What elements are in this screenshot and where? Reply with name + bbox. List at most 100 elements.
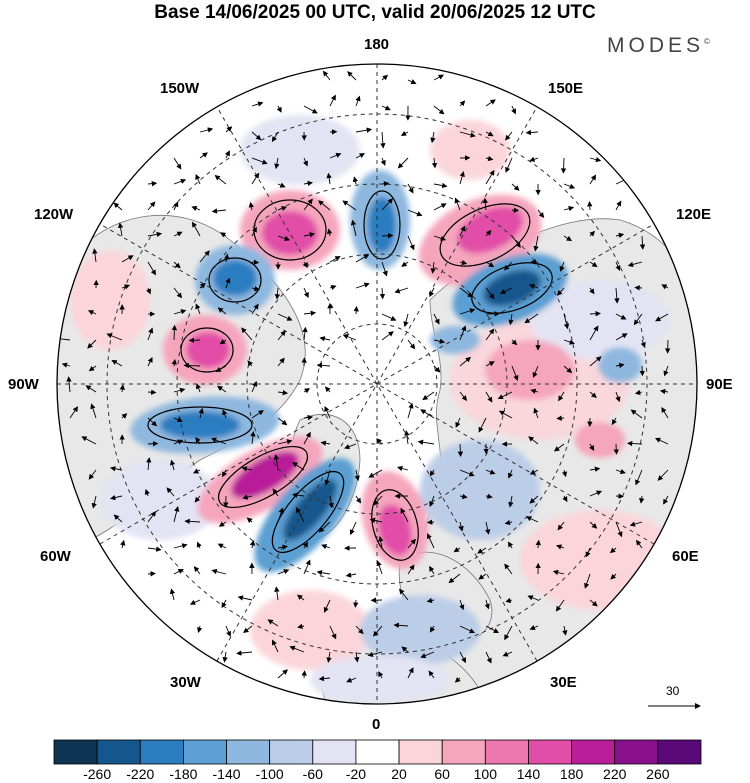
colorbar-tick-label: 260: [646, 766, 670, 782]
wind-vector: [354, 651, 360, 663]
wind-vector: [589, 174, 597, 185]
wind-vector: [529, 625, 539, 630]
wind-vector: [556, 544, 565, 550]
wind-vector: [66, 376, 72, 393]
wind-vector: [511, 365, 519, 381]
wind-vector: [194, 495, 201, 503]
wind-vector: [324, 469, 331, 486]
colorbar-tick-label: 20: [391, 766, 407, 782]
wind-vector: [292, 492, 305, 498]
wind-vector: [111, 359, 123, 367]
wind-vector: [110, 466, 123, 472]
wind-vector: [661, 407, 669, 419]
wind-vector: [353, 599, 359, 608]
wind-vector: [589, 325, 599, 341]
wind-vector: [217, 543, 227, 549]
wind-vector: [397, 465, 409, 472]
wind-vector: [609, 547, 617, 554]
wind-vector: [322, 70, 331, 81]
wind-vector: [485, 651, 492, 664]
wind-vector: [147, 571, 156, 577]
wind-vector: [297, 623, 305, 629]
wind-vector: [381, 232, 394, 239]
wind-vector: [407, 183, 414, 194]
wind-vector: [346, 677, 357, 683]
map-disc: [57, 64, 697, 704]
wind-vector: [433, 182, 448, 189]
wind-vector: [459, 325, 467, 341]
wind-vector: [457, 443, 464, 457]
wind-vector: [344, 443, 357, 450]
wind-vector: [342, 334, 357, 341]
wind-vector: [249, 540, 256, 549]
wind-vector: [173, 261, 181, 269]
meridian-30w-150e: [216, 106, 538, 662]
wind-vector: [429, 625, 436, 633]
wind-vector: [533, 235, 539, 252]
wind-vector: [537, 209, 545, 219]
wind-vector: [277, 313, 293, 321]
wind-vector: [303, 310, 317, 316]
wind-vector: [508, 313, 514, 326]
wind-vector: [196, 541, 202, 549]
wind-vector: [277, 330, 286, 341]
anomaly-light-pink-4: [430, 120, 510, 180]
wind-vector: [214, 175, 227, 185]
wind-vector: [367, 651, 383, 657]
wind-vector: [559, 261, 565, 272]
wind-vector: [563, 206, 575, 212]
wind-vector: [661, 284, 669, 290]
wind-vector: [433, 105, 445, 115]
wind-vector: [634, 389, 643, 396]
wind-vector: [433, 74, 444, 81]
wind-vector: [459, 171, 465, 185]
wind-vector: [303, 414, 314, 421]
wind-vector: [222, 651, 228, 663]
colorbar-tick-label: 60: [434, 766, 450, 782]
wind-vector: [610, 573, 617, 580]
wind-vector: [663, 495, 669, 505]
wind-vector: [407, 538, 416, 549]
wind-vector: [92, 248, 98, 263]
wind-vector: [459, 225, 466, 237]
wind-vector: [507, 469, 513, 479]
wind-vector: [485, 493, 493, 499]
wind-vector: [146, 457, 152, 471]
wind-vector: [431, 157, 438, 169]
wind-vector: [485, 261, 495, 268]
wind-vector: [88, 469, 97, 480]
wind-vector: [303, 287, 309, 299]
wind-vector: [277, 507, 284, 523]
wind-vector: [147, 356, 153, 367]
wind-vector: [485, 131, 494, 137]
contour-positive-3: [180, 327, 234, 373]
wind-vector: [504, 563, 513, 575]
anomaly-positive-4-core: [231, 451, 299, 499]
wind-vector: [273, 454, 280, 471]
wind-vector: [428, 670, 435, 679]
wind-vector: [426, 519, 435, 525]
wind-vector: [302, 326, 308, 341]
wind-vector: [381, 198, 394, 211]
wind-vector: [376, 438, 383, 445]
wind-vector: [589, 156, 602, 163]
wind-vector: [507, 541, 514, 549]
anomaly-positive-7: [575, 422, 625, 458]
lon-label-150e: 150E: [548, 80, 584, 97]
wind-vector: [634, 285, 643, 291]
wind-vector: [319, 336, 331, 342]
wind-vector: [482, 197, 488, 211]
lon-label-120w: 120W: [34, 206, 74, 223]
wind-vector: [324, 386, 331, 393]
wind-vector: [459, 599, 465, 611]
wind-vector: [407, 209, 423, 217]
wind-vector: [553, 443, 565, 452]
wind-vector: [511, 105, 517, 115]
wind-vector: [529, 469, 539, 475]
wind-vector: [318, 675, 331, 682]
wind-vector: [277, 569, 290, 575]
wind-vector: [81, 436, 97, 445]
wind-vector: [329, 256, 341, 263]
wind-vector: [354, 469, 360, 482]
wind-vector: [626, 440, 643, 447]
